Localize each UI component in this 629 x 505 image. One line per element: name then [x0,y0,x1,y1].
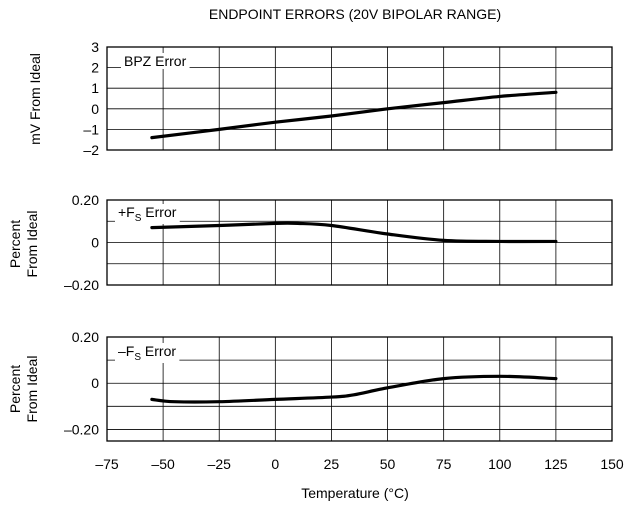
x-tick-label: 100 [488,456,512,472]
y-tick-label: –0.20 [64,421,99,437]
y-axis-label-line: From Ideal [24,356,40,423]
y-tick-label: 0.20 [72,192,99,208]
y-axis-label: PercentFrom Ideal [7,211,40,278]
y-axis-label-line: Percent [7,365,23,413]
series-label: –FS Error [118,343,176,363]
series-label: +FS Error [118,204,177,224]
x-tick-label: 25 [324,456,340,472]
plot-frame [106,46,613,151]
plot-frame [106,336,613,442]
y-axis-label-line: mV From Ideal [27,53,43,145]
y-tick-label: –0.20 [64,277,99,293]
series-line [150,90,558,140]
series-label-suffix: Error [141,204,176,220]
x-tick-label: –75 [95,456,119,472]
panel-2: +FS Error 0.20 0 –0.20 PercentFrom Ideal [7,192,613,293]
x-tick-label: 150 [600,456,624,472]
y-tick-label: 1 [91,80,99,96]
y-axis-label-line: Percent [7,220,23,268]
y-tick-label: –2 [83,142,99,158]
x-tick-label: 0 [271,456,279,472]
x-tick-label: –50 [151,456,175,472]
panel-1: BPZ Error 3 2 1 0 –1 –2 mV From Ideal [27,39,613,158]
x-tick-label: –25 [208,456,232,472]
y-axis-label: mV From Ideal [27,53,43,145]
series-label-subscript: S [135,213,142,224]
series-line [150,221,558,244]
series-label-subscript: S [134,352,141,363]
series-label-bg [121,53,190,69]
series-label: BPZ Error [124,53,187,69]
series-label-bg [115,343,180,363]
y-axis-label-line: From Ideal [24,211,40,278]
x-tick-label: 125 [544,456,568,472]
x-tick-label: 50 [380,456,396,472]
series-label-bg [115,204,180,224]
y-tick-label: 0 [91,375,99,391]
series-line [150,374,558,404]
x-tick-label: 75 [436,456,452,472]
x-axis-label: Temperature (°C) [301,485,409,501]
chart-panels: BPZ Error 3 2 1 0 –1 –2 mV From Ideal +FS Error 0… [7,39,613,442]
y-tick-label: 0.20 [72,329,99,345]
y-tick-label: 3 [91,39,99,55]
y-tick-label: 0 [91,235,99,251]
x-axis: –75 –50 –25 0 25 50 75 100 125 150 [95,456,624,472]
y-tick-label: 0 [91,101,99,117]
series-label-suffix: Error [141,343,176,359]
panel-3: –FS Error 0.20 0 –0.20 PercentFrom Ideal [7,329,613,442]
chart-title: ENDPOINT ERRORS (20V BIPOLAR RANGE) [209,6,501,22]
y-tick-label: 2 [91,60,99,76]
y-axis-label: PercentFrom Ideal [7,356,40,423]
plot-frame [106,199,613,286]
y-tick-label: –1 [83,121,99,137]
